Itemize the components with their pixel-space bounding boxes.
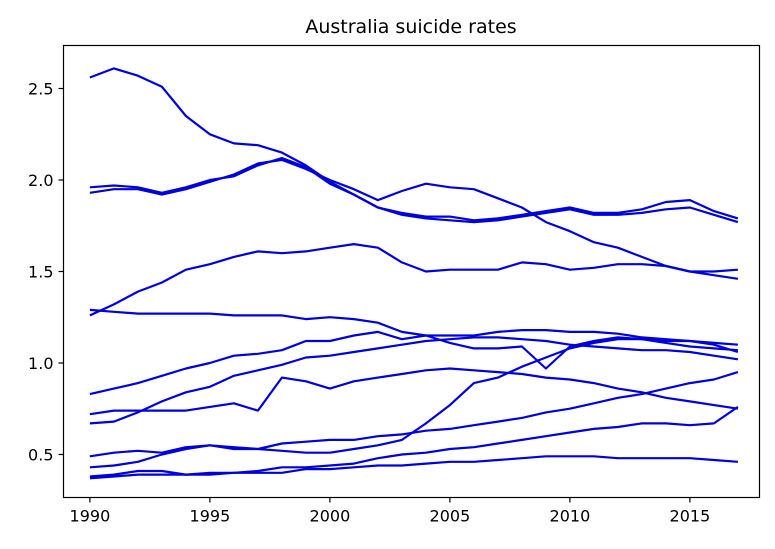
plot-lines	[89, 67, 739, 480]
series-line-4	[89, 243, 738, 317]
x-tick-label-1990: 1990	[70, 507, 111, 526]
series-line-11	[89, 405, 739, 478]
series-line-3	[89, 158, 739, 280]
series-line-10	[89, 338, 738, 469]
y-tick-label-1: 1.0	[28, 354, 53, 373]
x-tick-label-2000: 2000	[310, 507, 351, 526]
y-tick-label-4: 2.5	[28, 80, 53, 99]
x-tick-label-2005: 2005	[430, 507, 471, 526]
series-line-6	[89, 329, 738, 396]
y-tick-label-0: 0.5	[28, 445, 53, 464]
y-tick-label-2: 1.5	[28, 263, 53, 282]
x-axis: 1990 1995 2000 2005 2010 2015	[70, 497, 711, 526]
series-line-7	[89, 367, 739, 416]
x-tick-label-2010: 2010	[550, 507, 591, 526]
y-axis: 0.5 1.0 1.5 2.0 2.5	[28, 80, 64, 464]
series-line-1	[89, 67, 739, 224]
series-line-8	[89, 336, 739, 425]
chart-title: Australia suicide rates	[305, 16, 516, 38]
y-tick-label-3: 2.0	[28, 171, 53, 190]
plot-frame	[62, 44, 761, 499]
series-line-2	[89, 156, 739, 222]
series-line-12	[89, 455, 738, 480]
x-tick-label-2015: 2015	[670, 507, 711, 526]
x-tick-label-1995: 1995	[190, 507, 231, 526]
series-line-9	[89, 371, 739, 458]
